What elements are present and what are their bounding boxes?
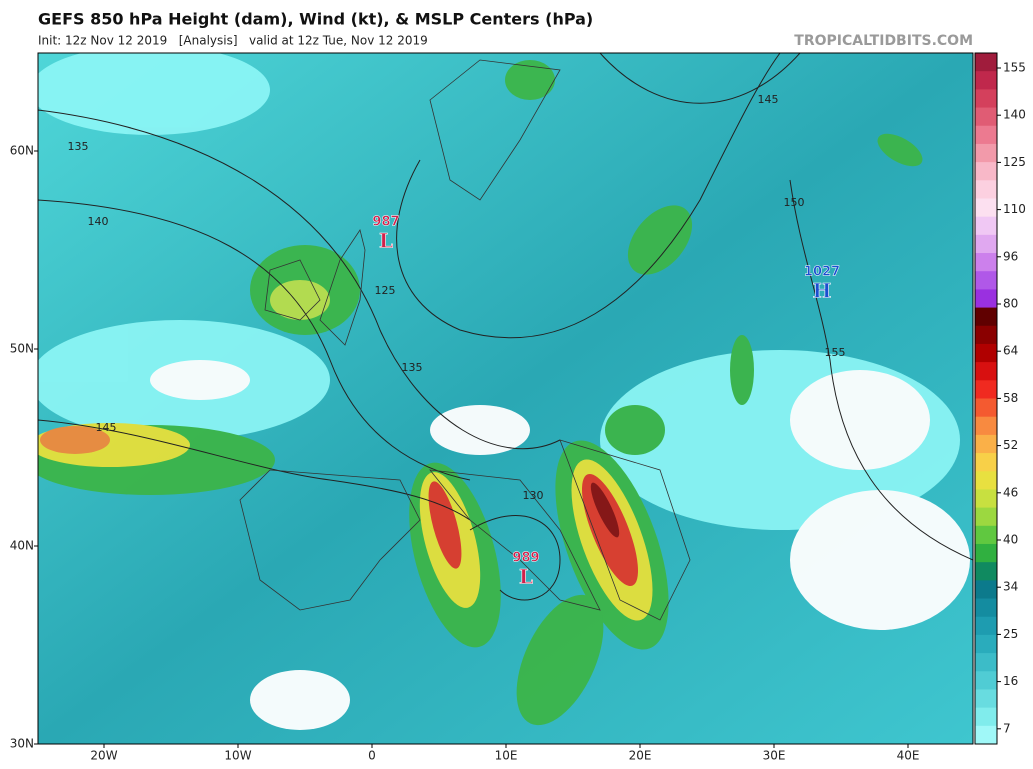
colorbar-band bbox=[975, 325, 997, 345]
colorbar-label: 46 bbox=[1003, 485, 1018, 499]
colorbar-label: 140 bbox=[1003, 108, 1026, 122]
colorbar-band bbox=[975, 143, 997, 163]
contour-label: 135 bbox=[68, 140, 89, 153]
lon-label: 40E bbox=[897, 749, 920, 763]
colorbar-band bbox=[975, 343, 997, 363]
lat-label: 60N bbox=[10, 144, 34, 158]
coastlines bbox=[239, 59, 691, 621]
colorbar-label: 155 bbox=[1003, 61, 1026, 75]
colorbar-label: 7 bbox=[1003, 721, 1011, 735]
colorbar-band bbox=[975, 198, 997, 218]
contour-label: 155 bbox=[825, 346, 846, 359]
colorbar-band bbox=[975, 362, 997, 381]
lat-label: 30N bbox=[10, 737, 34, 751]
colorbar-band bbox=[975, 289, 997, 309]
colorbar-label: 58 bbox=[1003, 391, 1018, 405]
colorbar-band bbox=[975, 598, 997, 618]
contour-label: 125 bbox=[375, 284, 396, 297]
colorbar-band bbox=[975, 416, 997, 436]
colorbar: 155 140 125 110 96 80 64 58 52 46 40 34 25 16 7 bbox=[974, 52, 1026, 745]
lat-label: 50N bbox=[10, 342, 34, 356]
colorbar-band bbox=[975, 234, 997, 254]
colorbar-label: 16 bbox=[1003, 674, 1018, 688]
colorbar-band bbox=[975, 580, 997, 600]
colorbar-band bbox=[975, 653, 997, 672]
colorbar-band bbox=[975, 634, 997, 654]
lon-label: 30E bbox=[763, 749, 786, 763]
center-symbol: H bbox=[813, 279, 832, 303]
contour-label: 140 bbox=[88, 215, 109, 228]
title: GEFS 850 hPa Height (dam), Wind (kt), & … bbox=[38, 10, 593, 29]
colorbar-label: 34 bbox=[1003, 580, 1018, 594]
colorbar-label: 64 bbox=[1003, 344, 1018, 358]
colorbar-band bbox=[975, 271, 997, 290]
colorbar-label: 80 bbox=[1003, 297, 1018, 311]
colorbar-band bbox=[975, 725, 997, 745]
contour-label: 145 bbox=[96, 421, 117, 434]
center-value: 987 bbox=[372, 215, 399, 230]
center-symbol: L bbox=[519, 565, 533, 589]
lat-label: 40N bbox=[10, 539, 34, 553]
colorbar-band bbox=[975, 398, 997, 418]
colorbar-band bbox=[975, 71, 997, 90]
colorbar-label: 110 bbox=[1003, 202, 1026, 216]
credit: TROPICALTIDBITS.COM bbox=[794, 33, 973, 49]
colorbar-band bbox=[975, 707, 997, 727]
colorbar-band bbox=[975, 471, 997, 490]
center-value: 989 bbox=[512, 551, 539, 566]
colorbar-band bbox=[975, 507, 997, 527]
colorbar-band bbox=[975, 253, 997, 272]
center-value: 1027 bbox=[804, 265, 840, 280]
center-symbol: L bbox=[379, 229, 393, 253]
colorbar-label: 96 bbox=[1003, 249, 1018, 263]
map bbox=[38, 53, 973, 744]
colorbar-band bbox=[975, 434, 997, 454]
wind-shading bbox=[38, 53, 970, 730]
lon-label: 0 bbox=[368, 749, 376, 763]
colorbar-band bbox=[975, 453, 997, 472]
contour-label: 145 bbox=[758, 93, 779, 106]
colorbar-band bbox=[975, 525, 997, 545]
colorbar-band bbox=[975, 489, 997, 509]
lon-label: 20W bbox=[90, 749, 117, 763]
colorbar-band bbox=[975, 616, 997, 636]
lon-label: 10E bbox=[495, 749, 518, 763]
colorbar-label: 125 bbox=[1003, 155, 1026, 169]
contour-label: 130 bbox=[523, 489, 544, 502]
lon-label: 10W bbox=[224, 749, 251, 763]
lon-label: 20E bbox=[629, 749, 652, 763]
contour-label: 135 bbox=[402, 361, 423, 374]
contour-label: 150 bbox=[784, 196, 805, 209]
colorbar-band bbox=[975, 689, 997, 709]
colorbar-label: 25 bbox=[1003, 627, 1018, 641]
height-contours bbox=[38, 53, 973, 601]
colorbar-band bbox=[975, 307, 997, 327]
colorbar-band bbox=[975, 89, 997, 109]
colorbar-band bbox=[975, 125, 997, 145]
colorbar-band bbox=[975, 180, 997, 199]
colorbar-band bbox=[975, 162, 997, 181]
subtitle: Init: 12z Nov 12 2019 [Analysis] valid a… bbox=[38, 34, 428, 48]
colorbar-label: 52 bbox=[1003, 438, 1018, 452]
colorbar-band bbox=[975, 562, 997, 581]
colorbar-band bbox=[975, 380, 997, 399]
colorbar-band bbox=[975, 216, 997, 236]
colorbar-band bbox=[975, 53, 997, 72]
colorbar-band bbox=[975, 671, 997, 690]
colorbar-band bbox=[975, 543, 997, 563]
colorbar-band bbox=[975, 107, 997, 127]
colorbar-label: 40 bbox=[1003, 533, 1018, 547]
